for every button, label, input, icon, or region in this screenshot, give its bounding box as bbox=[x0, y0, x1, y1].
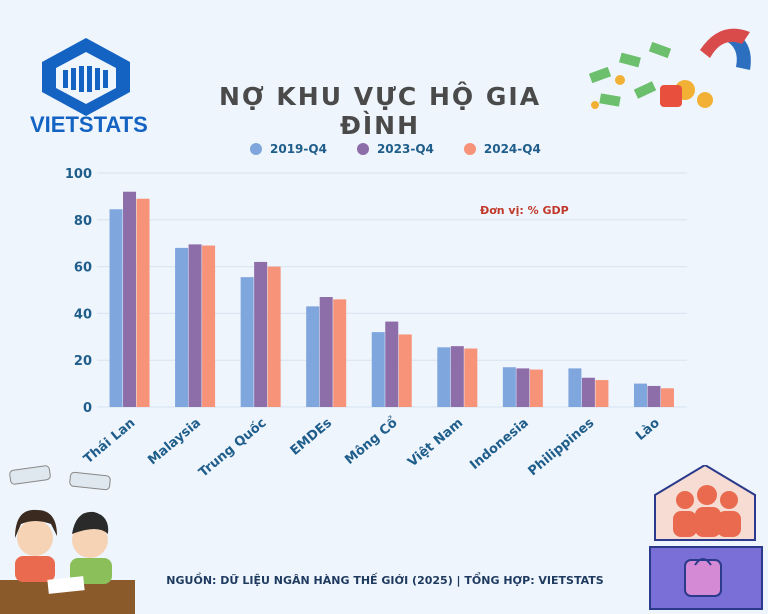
bar-2023-Q4-1 bbox=[188, 244, 202, 407]
x-tick-label-8: Lào bbox=[633, 416, 663, 444]
y-tick-label-20: 20 bbox=[74, 354, 92, 369]
bar-2019-Q4-8 bbox=[633, 383, 647, 407]
bar-2023-Q4-2 bbox=[254, 261, 268, 407]
x-tick-label-4: Mông Cổ bbox=[342, 415, 401, 468]
source-note: NGUỒN: DỮ LIỆU NGÂN HÀNG THẾ GIỚI (2025)… bbox=[166, 574, 604, 587]
y-tick-label-0: 0 bbox=[83, 401, 92, 416]
bar-2019-Q4-1 bbox=[175, 247, 189, 407]
bar-2024-Q4-5 bbox=[464, 348, 478, 407]
bar-2023-Q4-0 bbox=[123, 191, 137, 407]
legend: 2019-Q4 2023-Q4 2024-Q4 bbox=[250, 140, 541, 158]
family-shopping-illustration-icon bbox=[649, 465, 763, 610]
y-tick-label-80: 80 bbox=[74, 214, 92, 229]
bar-2024-Q4-0 bbox=[136, 198, 150, 407]
worried-people-illustration-icon bbox=[0, 465, 135, 614]
legend-item-2024: 2024-Q4 bbox=[463, 140, 541, 158]
bar-2024-Q4-8 bbox=[660, 388, 674, 407]
legend-dot-2019 bbox=[250, 143, 262, 155]
x-tick-label-1: Malaysia bbox=[145, 416, 204, 469]
legend-item-2023: 2023-Q4 bbox=[356, 140, 434, 158]
x-tick-label-6: Indonesia bbox=[467, 416, 531, 473]
legend-dot-2023 bbox=[356, 143, 369, 155]
bar-2023-Q4-7 bbox=[581, 377, 595, 407]
y-tick-label-100: 100 bbox=[65, 167, 92, 182]
bar-2019-Q4-3 bbox=[306, 306, 320, 407]
legend-label-2024: 2024-Q4 bbox=[483, 142, 541, 156]
legend-item-2019: 2019-Q4 bbox=[250, 140, 327, 158]
bar-2019-Q4-4 bbox=[371, 332, 385, 407]
bar-2023-Q4-5 bbox=[450, 346, 464, 407]
bar-2023-Q4-6 bbox=[516, 368, 530, 407]
chart-title: NỢ KHU VỰC HỘ GIA ĐÌNH bbox=[218, 82, 542, 140]
bar-2023-Q4-4 bbox=[385, 321, 399, 407]
bar-2024-Q4-3 bbox=[333, 299, 347, 407]
bar-2024-Q4-6 bbox=[529, 369, 543, 407]
bar-2023-Q4-3 bbox=[319, 297, 333, 407]
y-tick-label-40: 40 bbox=[74, 307, 92, 322]
bar-2023-Q4-8 bbox=[647, 385, 661, 407]
x-tick-label-7: Philippines bbox=[526, 415, 598, 479]
bar-2019-Q4-6 bbox=[502, 367, 516, 407]
unit-note: Đơn vị: % GDP bbox=[480, 204, 569, 217]
x-tick-label-2: Trung Quốc bbox=[196, 416, 269, 481]
bar-2024-Q4-1 bbox=[202, 245, 216, 407]
legend-dot-2024 bbox=[463, 143, 476, 155]
bar-2024-Q4-4 bbox=[398, 334, 412, 407]
bar-2024-Q4-7 bbox=[595, 380, 609, 407]
x-tick-label-3: EMDEs bbox=[288, 415, 336, 458]
bar-2019-Q4-0 bbox=[109, 209, 123, 407]
money-magnet-illustration-icon bbox=[588, 28, 751, 109]
bar-2019-Q4-7 bbox=[568, 368, 582, 407]
bar-2019-Q4-2 bbox=[240, 277, 254, 407]
y-tick-label-60: 60 bbox=[74, 261, 92, 276]
brand-name: VIETSTATS bbox=[30, 112, 148, 137]
legend-label-2019: 2019-Q4 bbox=[270, 142, 327, 156]
bar-2024-Q4-2 bbox=[267, 266, 281, 407]
x-tick-label-5: Việt Nam bbox=[405, 416, 466, 471]
legend-label-2023: 2023-Q4 bbox=[376, 142, 434, 156]
bar-2019-Q4-5 bbox=[437, 347, 451, 407]
vietstats-logo-icon bbox=[42, 38, 130, 116]
